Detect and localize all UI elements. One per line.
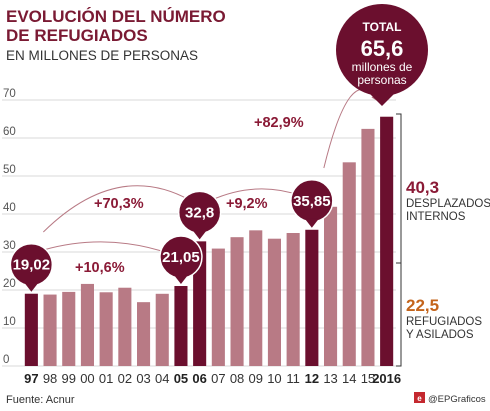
total-bubble: TOTAL 65,6 millones de personas xyxy=(336,4,428,106)
bar-07 xyxy=(211,248,225,366)
bar-09 xyxy=(249,230,263,366)
total-value: 65,6 xyxy=(361,36,404,61)
x-tick-label: 99 xyxy=(62,371,76,386)
total-unit-line2: personas xyxy=(357,73,406,87)
bar-00 xyxy=(80,283,94,366)
bubble-label: 19,02 xyxy=(13,257,51,274)
bar-08 xyxy=(230,237,244,366)
y-tick-label: 0 xyxy=(3,354,9,366)
y-tick-label: 40 xyxy=(3,202,16,214)
chart-title-line1: EVOLUCIÓN DEL NÚMERO xyxy=(6,7,226,26)
displaced-value: 40,3 xyxy=(406,178,439,197)
bar-03 xyxy=(137,302,151,366)
bar-06 xyxy=(193,241,207,366)
x-tick-label: 03 xyxy=(136,371,150,386)
breakdown-bracket xyxy=(396,113,402,367)
bar-2016 xyxy=(380,116,394,366)
x-tick-label: 07 xyxy=(211,371,225,386)
growth-arrow-0 xyxy=(43,241,172,256)
y-tick-label: 60 xyxy=(3,126,16,138)
y-tick-label: 70 xyxy=(3,88,16,100)
bar-10 xyxy=(267,238,281,366)
bar-02 xyxy=(118,287,132,366)
bubble-label: 32,8 xyxy=(185,204,214,221)
refugees-value: 22,5 xyxy=(406,296,439,315)
x-axis-ticks: 97 98 99 00 01 02 03 04 05 06 07 08 09 10 11 12 13 14 1520… xyxy=(24,371,401,386)
x-tick-label: 02 xyxy=(118,371,132,386)
bubble-06: 32,8 xyxy=(177,190,222,240)
growth-arrow-1 xyxy=(42,185,191,233)
x-tick-label: 98 xyxy=(43,371,57,386)
y-tick-label: 30 xyxy=(3,240,16,252)
refugees-bracket xyxy=(396,262,402,367)
bar-04 xyxy=(155,293,169,366)
bubble-label: 35,85 xyxy=(293,193,331,210)
svg-text:e: e xyxy=(417,394,422,403)
refugees-label-line2: Y ASILADOS xyxy=(406,329,474,341)
chart-title-line2: DE REFUGIADOS xyxy=(6,26,148,45)
bar-99 xyxy=(62,291,76,366)
bubble-97: 19,02 xyxy=(9,242,54,292)
x-tick-label: 97 xyxy=(24,371,38,386)
annotation-label: +70,3% xyxy=(94,196,144,212)
total-bubble-circle xyxy=(336,4,428,96)
bar-12 xyxy=(305,229,319,366)
y-axis-ticks: 0 10 20 30 40 50 60 70 xyxy=(3,88,16,366)
x-tick-label: 15 xyxy=(361,371,375,386)
source-note: Fuente: Acnur xyxy=(6,394,75,406)
total-unit-line1: millones de xyxy=(352,60,413,74)
x-tick-label: 05 xyxy=(174,371,188,386)
x-tick-label: 2016 xyxy=(372,371,401,386)
total-label: TOTAL xyxy=(363,20,402,34)
bars xyxy=(24,116,394,366)
bar-14 xyxy=(342,162,356,366)
bar-97 xyxy=(24,293,38,366)
x-tick-label: 04 xyxy=(155,371,169,386)
displaced-label-line2: INTERNOS xyxy=(406,211,466,223)
y-tick-label: 10 xyxy=(3,316,16,328)
x-tick-label: 10 xyxy=(267,371,281,386)
x-tick-label: 11 xyxy=(286,371,300,386)
x-tick-label: 06 xyxy=(192,371,206,386)
x-tick-label: 12 xyxy=(305,371,319,386)
bar-98 xyxy=(43,294,57,366)
value-bubbles: 19,02 21,05 32,8 35,85 xyxy=(9,179,334,292)
x-tick-label: 09 xyxy=(249,371,263,386)
x-tick-label: 01 xyxy=(99,371,113,386)
annotation-label: +82,9% xyxy=(254,115,304,131)
bubble-12: 35,85 xyxy=(290,179,334,228)
x-tick-label: 00 xyxy=(80,371,94,386)
annotation-label: +9,2% xyxy=(226,196,268,212)
y-tick-label: 20 xyxy=(3,278,16,290)
ep-logo-icon: e xyxy=(414,392,425,403)
annotation-label: +10,6% xyxy=(75,260,125,276)
x-tick-label: 08 xyxy=(230,371,244,386)
x-tick-label: 13 xyxy=(323,371,337,386)
chart-subtitle: EN MILLONES DE PERSONAS xyxy=(6,48,198,63)
credit: e @EPGraficos xyxy=(414,392,486,405)
bar-01 xyxy=(99,292,113,366)
bubble-label: 21,05 xyxy=(162,249,200,266)
credit-text: @EPGraficos xyxy=(428,394,486,405)
refugees-label-line1: REFUGIADOS xyxy=(406,316,482,328)
bar-13 xyxy=(324,206,338,366)
bar-05 xyxy=(174,286,188,366)
displaced-label-line1: DESPLAZADOS xyxy=(406,198,490,210)
y-tick-label: 50 xyxy=(3,164,16,176)
displaced-bracket xyxy=(396,113,402,264)
x-tick-label: 14 xyxy=(342,371,356,386)
bar-11 xyxy=(286,233,300,366)
total-bubble-pointer xyxy=(368,92,396,106)
bubble-05: 21,05 xyxy=(159,235,203,285)
bar-15 xyxy=(361,128,375,366)
